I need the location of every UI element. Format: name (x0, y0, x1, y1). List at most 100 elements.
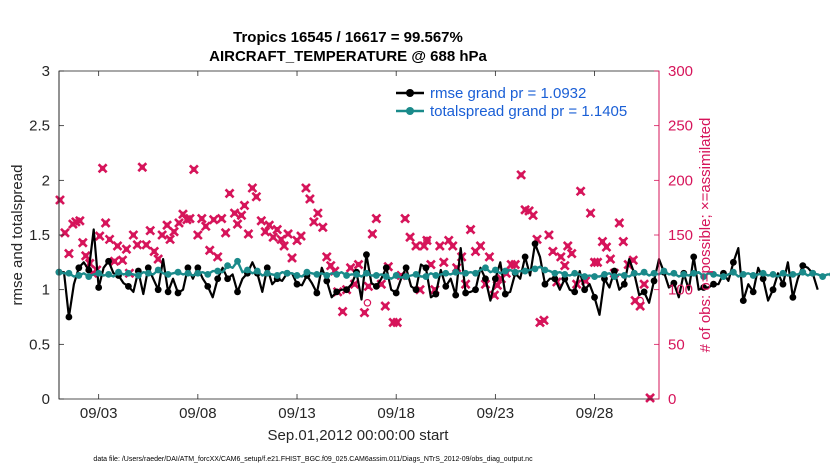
totalspread-point (372, 272, 380, 279)
rmse-point (343, 286, 351, 294)
chart-subtitle: AIRCRAFT_TEMPERATURE @ 688 hPa (209, 48, 487, 65)
totalspread-point (224, 262, 231, 270)
totalspread-point (442, 269, 450, 277)
rmse-point (75, 264, 83, 272)
rmse-point (521, 253, 529, 261)
obs-assimilated-marker (184, 213, 195, 224)
legend: rmse grand pr = 1.0932 totalspread grand… (392, 81, 650, 123)
obs-possible-marker (363, 298, 372, 307)
obs-assimilated-marker (392, 317, 403, 328)
totalspread-point (214, 267, 222, 275)
totalspread-point (273, 272, 281, 279)
rmse-point (194, 264, 202, 272)
rmse-point (779, 280, 787, 288)
y-tick-label: 2 (42, 172, 50, 189)
x-tick-label: 09/18 (377, 405, 415, 422)
obs-possible-marker (636, 296, 644, 305)
obs-assimilated-marker (74, 215, 85, 226)
totalspread-point (799, 268, 807, 276)
y-right-tick-label: 0 (668, 391, 676, 408)
obs-assimilated-marker (80, 250, 91, 261)
totalspread-point (452, 268, 460, 276)
obs-assimilated-marker (149, 246, 160, 257)
obs-assimilated-marker (204, 245, 215, 256)
obs-assimilated-marker (555, 251, 566, 262)
totalspread-point (531, 265, 539, 273)
obs-assimilated-marker (117, 255, 128, 266)
rmse-point (442, 282, 450, 290)
obs-assimilated-marker (97, 163, 108, 174)
totalspread-point (739, 270, 747, 278)
totalspread-point (184, 269, 192, 277)
obs-assimilated-marker (575, 186, 586, 197)
obs-assimilated-marker (566, 248, 577, 259)
y-right-tick-label: 150 (668, 227, 693, 244)
obs-assimilated-marker (484, 251, 495, 262)
rmse-point (263, 264, 271, 272)
totalspread-point (630, 269, 638, 277)
obs-assimilated-marker (562, 241, 573, 251)
series-lines (55, 228, 830, 321)
legend-label-rmse: rmse grand pr = 1.0932 (430, 85, 586, 102)
totalspread-point (581, 273, 589, 280)
rmse-point (591, 293, 598, 301)
totalspread-point (501, 267, 509, 275)
totalspread-point (749, 272, 757, 279)
rmse-point (452, 291, 460, 299)
rmse-point (174, 289, 182, 297)
obs-assimilated-marker (216, 213, 227, 224)
obs-assimilated-marker (639, 279, 650, 290)
totalspread-point (253, 267, 261, 275)
y-right-tick-label: 300 (668, 63, 693, 80)
obs-assimilated-marker (100, 218, 111, 228)
obs-assimilated-marker (283, 228, 294, 239)
obs-assimilated-marker (192, 230, 203, 240)
obs-assimilated-marker (165, 234, 175, 245)
obs-assimilated-marker (145, 225, 156, 236)
obs-assimilated-marker (601, 242, 612, 252)
legend-swatch-marker-totalspread (406, 107, 414, 115)
totalspread-point (769, 270, 777, 278)
totalspread-point (204, 270, 212, 278)
obs-assimilated-marker (128, 230, 139, 240)
obs-assimilated-marker (308, 216, 319, 227)
rmse-point (95, 284, 103, 291)
rmse-point (799, 262, 807, 270)
y-right-tick-label: 100 (668, 282, 693, 299)
obs-assimilated-marker (317, 222, 328, 233)
rmse-point (214, 275, 222, 283)
totalspread-point (462, 269, 470, 277)
rmse-point (482, 275, 489, 283)
obs-assimilated-marker (279, 241, 290, 251)
obs-assimilated-marker (137, 162, 148, 173)
obs-assimilated-marker (635, 301, 646, 311)
totalspread-point (491, 266, 499, 274)
totalspread-point (779, 269, 787, 277)
totalspread-point (144, 269, 152, 277)
obs-assimilated-marker (121, 244, 132, 255)
obs-assimilated-marker (247, 183, 258, 193)
x-tick-label: 09/03 (80, 405, 118, 422)
rmse-point (710, 280, 717, 288)
obs-assimilated-marker (539, 315, 549, 326)
totalspread-point (561, 270, 569, 278)
totalspread-point (234, 257, 241, 265)
x-tick-label: 09/08 (179, 405, 217, 422)
totalspread-point (819, 273, 827, 280)
y-tick-label: 1 (42, 282, 50, 299)
totalspread-point (710, 270, 717, 278)
obs-assimilated-marker (63, 248, 74, 259)
obs-assimilated-marker (353, 259, 364, 270)
obs-assimilated-marker (400, 213, 411, 224)
obs-assimilated-marker (260, 226, 271, 237)
totalspread-point (164, 270, 172, 278)
totalspread-point (720, 273, 727, 280)
totalspread-point (343, 272, 351, 279)
obs-assimilated-marker (272, 224, 283, 235)
obs-assimilated-marker (256, 215, 267, 226)
obs-assimilated-marker (60, 227, 70, 238)
obs-assimilated-marker (264, 220, 275, 231)
rmse-point (382, 264, 390, 272)
x-tick-label: 09/28 (576, 405, 614, 422)
x-axis-label: Sep.01,2012 00:00:00 start (268, 427, 450, 444)
